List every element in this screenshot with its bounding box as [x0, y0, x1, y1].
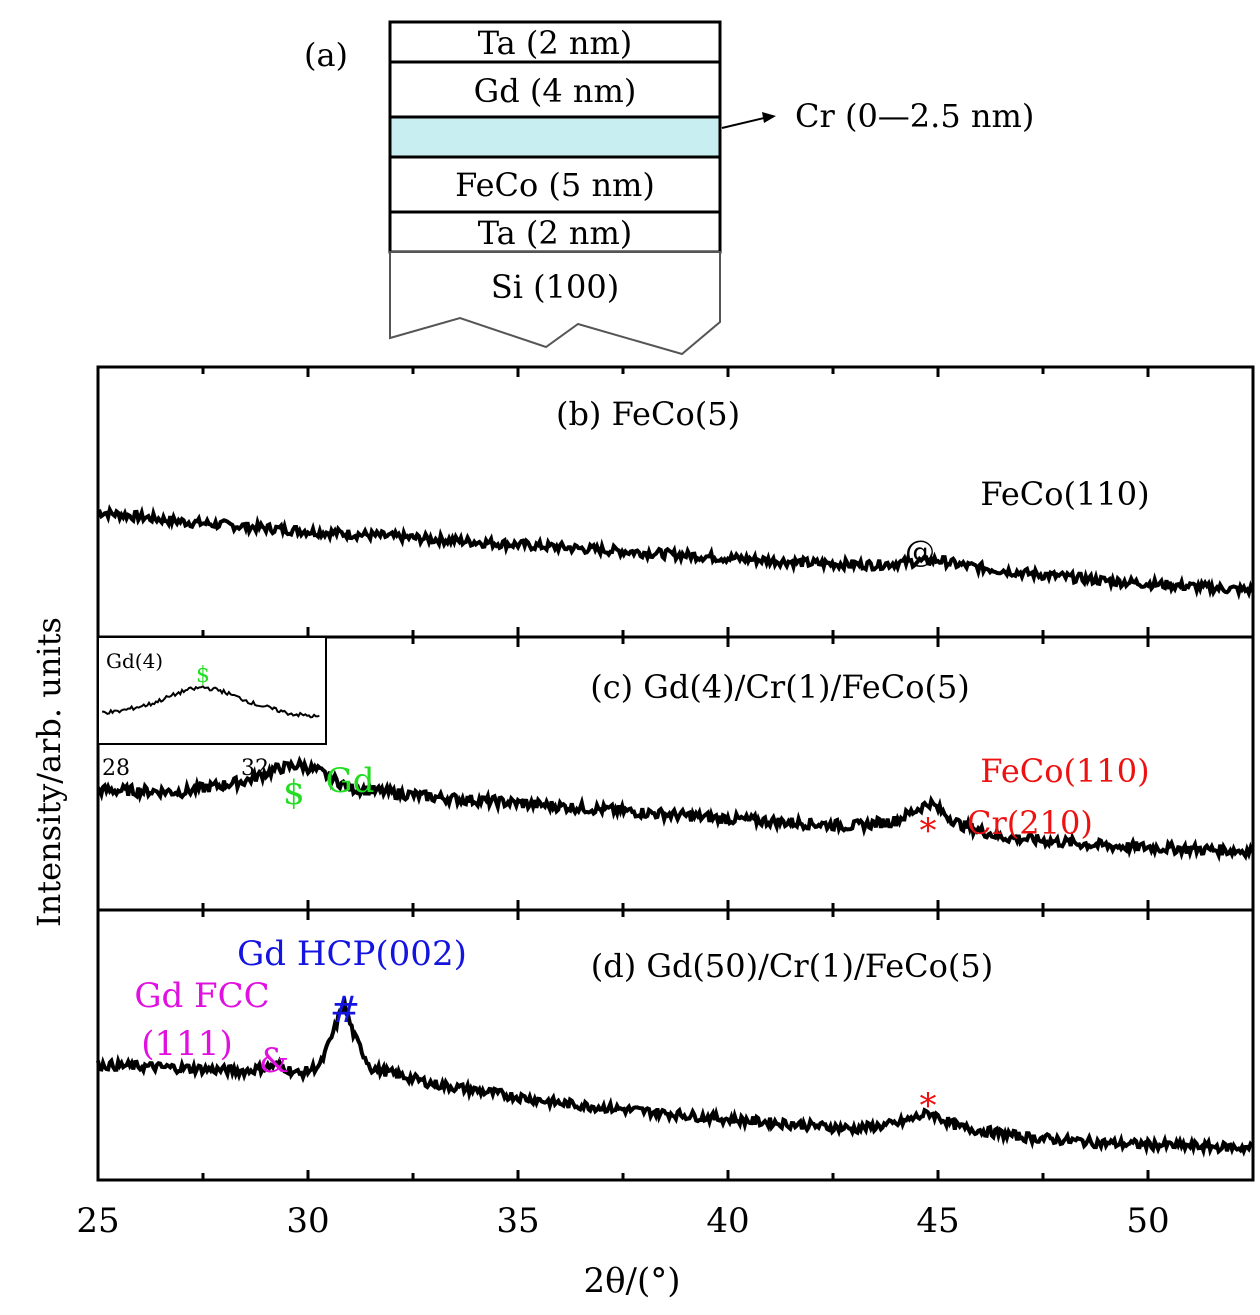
- panel-c-feco110-label: FeCo(110): [980, 752, 1149, 790]
- x-tick-label: 35: [496, 1201, 539, 1241]
- inset-title: Gd(4): [106, 649, 163, 673]
- panel-c-gd-label: Gd: [326, 761, 375, 801]
- panel-d-star-marker: *: [920, 1086, 937, 1126]
- cr-callout-label: Cr (0—2.5 nm): [795, 97, 1034, 135]
- inset-tick-28: 28: [102, 756, 130, 781]
- inset-trace: [101, 685, 320, 719]
- panel-c-star-marker: *: [920, 811, 937, 851]
- panel-d-title: (d) Gd(50)/Cr(1)/FeCo(5): [591, 947, 994, 985]
- panel-b-ticks: [201, 367, 1150, 637]
- panel-d-trace: [96, 996, 1254, 1158]
- panel-c-trace: [96, 755, 1255, 863]
- x-axis-label: 2θ/(°): [583, 1261, 680, 1301]
- panel-b-feco110-label: FeCo(110): [980, 475, 1149, 513]
- panel-d-fcc111-label: (111): [141, 1024, 232, 1064]
- layer-ta-top-label: Ta (2 nm): [478, 24, 633, 62]
- panel-d-fcc-label: Gd FCC: [134, 976, 269, 1016]
- panel-d-ampersand-marker: &: [259, 1041, 289, 1081]
- y-axis-label: Intensity/arb. units: [30, 617, 68, 927]
- plot-panels: (b) FeCo(5) FeCo(110) @ (c) Gd(4)/Cr(1)/…: [96, 365, 1255, 1182]
- panel-b-at-marker: @: [905, 535, 935, 570]
- panel-d-frame: [96, 908, 1255, 1182]
- panel-d-hcp002-label: Gd HCP(002): [237, 934, 467, 974]
- layer-ta-bottom-label: Ta (2 nm): [478, 214, 633, 252]
- layer-gd: [388, 60, 722, 119]
- panel-b-title: (b) FeCo(5): [556, 395, 740, 433]
- cr-callout-arrowhead: [762, 112, 776, 123]
- panel-c-cr210-label: Cr(210): [967, 804, 1093, 842]
- inset-dollar-marker: $: [196, 663, 210, 688]
- panel-a-label: (a): [304, 36, 348, 74]
- layer-ta-bottom: [388, 210, 722, 254]
- panel-c-dollar-marker: $: [283, 773, 305, 813]
- x-tick-label: 45: [916, 1201, 959, 1241]
- layer-cr: [388, 115, 722, 159]
- panel-d-ticks: [201, 910, 1150, 1180]
- panel-d-hash-marker: #: [330, 990, 360, 1031]
- x-tick-label: 40: [706, 1201, 749, 1241]
- x-tick-label: 25: [76, 1201, 119, 1241]
- x-tick-label: 50: [1126, 1201, 1169, 1241]
- layer-stack-diagram: (a) Ta (2 nm) Gd (4 nm) FeCo (5 nm) Ta (…: [304, 20, 1034, 356]
- substrate-si-label: Si (100): [491, 268, 619, 306]
- x-tick-label: 30: [286, 1201, 329, 1241]
- inset-tick-32: 32: [241, 756, 269, 781]
- panel-b-trace: [97, 504, 1255, 601]
- layer-feco-label: FeCo (5 nm): [455, 166, 655, 204]
- panel-c-inset: Gd(4) $ 28 32: [97, 636, 327, 781]
- x-tick-labels: 25 30 35 40 45 50: [76, 1201, 1169, 1241]
- layer-gd-label: Gd (4 nm): [474, 72, 637, 110]
- cr-callout-arrow: [721, 117, 765, 129]
- panel-c-title: (c) Gd(4)/Cr(1)/FeCo(5): [590, 668, 970, 706]
- substrate-si: [389, 251, 721, 356]
